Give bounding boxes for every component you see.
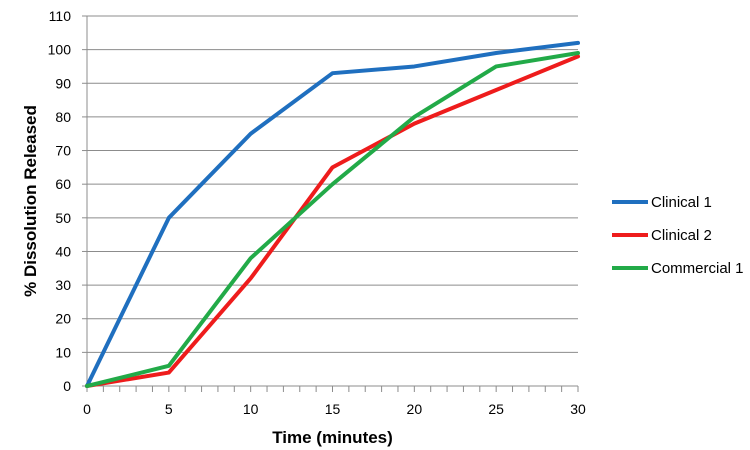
y-tick-label: 20 bbox=[55, 311, 71, 327]
data-point-1-5 bbox=[495, 89, 497, 91]
data-point-0-5 bbox=[495, 52, 497, 54]
y-ticks: 0 10 20 30 40 50 60 70 80 90 100 110 bbox=[48, 8, 87, 394]
x-tick-label: 5 bbox=[165, 401, 173, 417]
y-tick-label: 0 bbox=[63, 378, 71, 394]
x-tick-label: 15 bbox=[325, 401, 341, 417]
y-tick-label: 10 bbox=[55, 344, 71, 360]
data-point-2-1 bbox=[168, 365, 170, 367]
x-tick-label: 10 bbox=[243, 401, 259, 417]
data-point-1-1 bbox=[168, 371, 170, 374]
series-lines bbox=[85, 40, 580, 388]
data-point-0-4 bbox=[413, 65, 416, 68]
legend-label: Clinical 2 bbox=[651, 227, 712, 244]
series-line-2 bbox=[85, 51, 580, 388]
x-tick-label: 25 bbox=[488, 401, 504, 417]
y-tick-label: 90 bbox=[55, 75, 71, 91]
x-ticks: 0 5 10 15 20 25 30 bbox=[83, 386, 586, 417]
data-point-0-6 bbox=[577, 42, 579, 44]
data-point-2-5 bbox=[495, 65, 497, 68]
data-point-2-0 bbox=[86, 385, 88, 387]
data-point-2-4 bbox=[413, 116, 416, 118]
y-tick-label: 50 bbox=[55, 210, 71, 226]
y-tick-label: 70 bbox=[55, 143, 71, 159]
legend: Clinical 1 Clinical 2 Commercial 1 bbox=[612, 194, 744, 277]
y-tick-label: 40 bbox=[55, 243, 71, 259]
y-tick-label: 30 bbox=[55, 277, 71, 293]
data-point-2-6 bbox=[577, 52, 579, 54]
data-point-1-4 bbox=[413, 122, 416, 125]
series-line-1 bbox=[85, 54, 580, 388]
data-point-1-6 bbox=[577, 55, 579, 58]
data-point-1-2 bbox=[249, 277, 252, 280]
data-point-0-2 bbox=[249, 132, 252, 135]
legend-label: Clinical 1 bbox=[651, 194, 712, 211]
x-axis-title: Time (minutes) bbox=[272, 428, 393, 447]
data-point-2-2 bbox=[249, 257, 252, 259]
data-point-0-3 bbox=[331, 72, 334, 74]
x-tick-label: 30 bbox=[570, 401, 586, 417]
x-tick-label: 20 bbox=[407, 401, 423, 417]
y-tick-label: 100 bbox=[48, 42, 72, 58]
y-axis-title: % Dissolution Released bbox=[21, 105, 40, 297]
x-tick-label: 0 bbox=[83, 401, 91, 417]
y-tick-label: 60 bbox=[55, 176, 71, 192]
series-line-0 bbox=[85, 40, 580, 388]
data-point-0-1 bbox=[168, 217, 170, 219]
y-tick-label: 110 bbox=[49, 8, 72, 24]
legend-label: Commercial 1 bbox=[651, 260, 744, 277]
y-tick-label: 80 bbox=[55, 109, 71, 125]
data-point-1-3 bbox=[331, 166, 334, 169]
data-point-2-3 bbox=[331, 183, 334, 185]
